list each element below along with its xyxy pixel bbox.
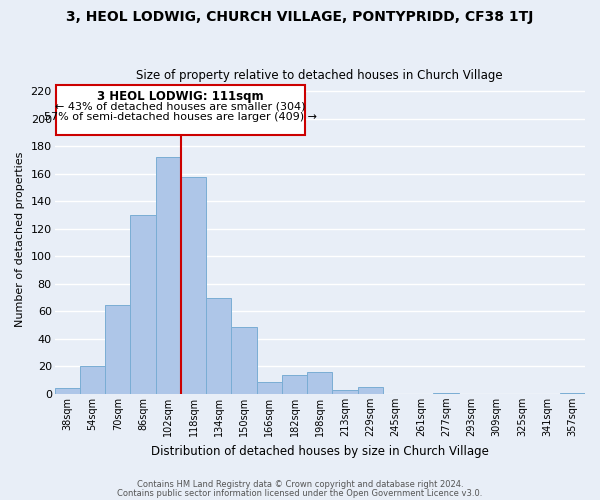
Bar xyxy=(206,298,232,394)
Bar xyxy=(181,176,206,394)
FancyBboxPatch shape xyxy=(56,84,305,136)
Bar xyxy=(257,382,282,394)
Bar xyxy=(433,392,459,394)
Title: Size of property relative to detached houses in Church Village: Size of property relative to detached ho… xyxy=(136,69,503,82)
Text: Contains public sector information licensed under the Open Government Licence v3: Contains public sector information licen… xyxy=(118,488,482,498)
Bar xyxy=(130,215,155,394)
Bar xyxy=(282,374,307,394)
Bar xyxy=(80,366,105,394)
Bar xyxy=(232,326,257,394)
Text: 57% of semi-detached houses are larger (409) →: 57% of semi-detached houses are larger (… xyxy=(44,112,317,122)
Text: ← 43% of detached houses are smaller (304): ← 43% of detached houses are smaller (30… xyxy=(55,101,305,111)
Bar xyxy=(358,387,383,394)
Text: 3, HEOL LODWIG, CHURCH VILLAGE, PONTYPRIDD, CF38 1TJ: 3, HEOL LODWIG, CHURCH VILLAGE, PONTYPRI… xyxy=(67,10,533,24)
Bar xyxy=(55,388,80,394)
Text: 3 HEOL LODWIG: 111sqm: 3 HEOL LODWIG: 111sqm xyxy=(97,90,263,103)
Bar xyxy=(307,372,332,394)
Y-axis label: Number of detached properties: Number of detached properties xyxy=(15,152,25,327)
Bar xyxy=(155,158,181,394)
Text: Contains HM Land Registry data © Crown copyright and database right 2024.: Contains HM Land Registry data © Crown c… xyxy=(137,480,463,489)
Bar xyxy=(332,390,358,394)
Bar xyxy=(560,392,585,394)
Bar xyxy=(105,304,130,394)
X-axis label: Distribution of detached houses by size in Church Village: Distribution of detached houses by size … xyxy=(151,444,489,458)
